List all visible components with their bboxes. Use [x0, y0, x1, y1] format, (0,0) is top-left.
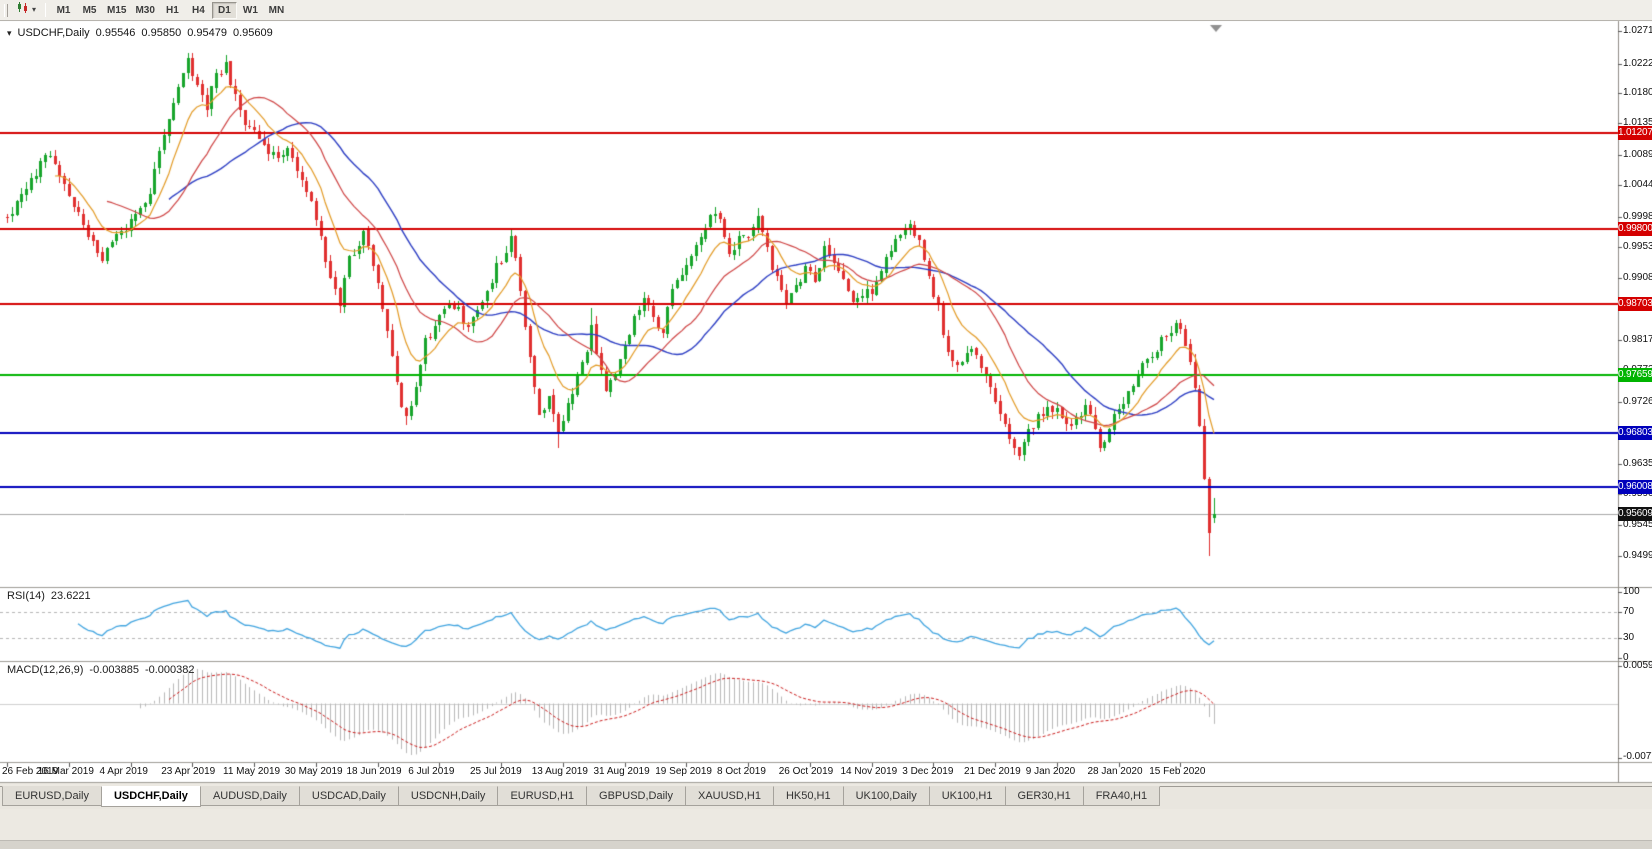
date-label: 30 May 2019 [284, 766, 343, 777]
timeframe-button-mn[interactable]: MN [268, 4, 285, 16]
price-tick-1.00890: 1.00890 [1623, 148, 1652, 160]
price-tick-1.01350: 1.01350 [1623, 117, 1652, 129]
timeframe-button-m15[interactable]: M15 [107, 4, 127, 16]
date-label: 16 Mar 2019 [37, 766, 94, 777]
rsi-name: RSI(14) [7, 590, 45, 602]
level-badge-0.96803: 0.96803 [1618, 425, 1652, 440]
rsi-axis-label-70: 70 [1623, 605, 1635, 617]
ohlc-close: 0.95609 [232, 27, 273, 39]
rsi-value: 23.6221 [50, 590, 91, 602]
chart-tab-audusd-daily[interactable]: AUDUSD,Daily [199, 786, 300, 806]
timeframe-button-h1[interactable]: H1 [166, 4, 179, 16]
date-label: 8 Oct 2019 [717, 766, 766, 777]
price-tick-1.01800: 1.01800 [1623, 86, 1652, 98]
chart-tab-hk50-h1[interactable]: HK50,H1 [772, 786, 844, 806]
date-label: 14 Nov 2019 [840, 766, 898, 777]
timeframe-button-h4[interactable]: H4 [192, 4, 205, 16]
price-axis[interactable]: 0.005986 -0.007737 1.02710 1.02220 1.01800… [1618, 0, 1652, 849]
macd-name: MACD(12,26,9) [7, 664, 84, 676]
date-label: 15 Feb 2020 [1149, 766, 1206, 777]
level-badge-0.97659: 0.97659 [1618, 367, 1652, 382]
rsi-axis-label-30: 30 [1623, 632, 1635, 644]
rsi-axis-label-0: 0 [1623, 652, 1629, 663]
chart-title: ▾ USDCHF,Daily 0.95546 0.95850 0.95479 0… [7, 27, 273, 39]
toolbar-grip[interactable] [4, 3, 8, 17]
timeframe-button-m5[interactable]: M5 [82, 4, 97, 16]
price-tick-1.02710: 1.02710 [1623, 24, 1652, 36]
chart-symbol: USDCHF,Daily [17, 27, 90, 39]
timeframe-button-w1[interactable]: W1 [242, 4, 258, 16]
date-label: 23 Apr 2019 [161, 766, 216, 777]
chart-tab-usdchf-daily[interactable]: USDCHF,Daily [100, 786, 201, 807]
chart-tab-ger30-h1[interactable]: GER30,H1 [1004, 786, 1084, 806]
candlestick-chart-icon [16, 1, 30, 19]
date-label: 28 Jan 2020 [1087, 766, 1143, 777]
chevron-down-icon: ▾ [32, 5, 37, 14]
macd-main-value: -0.003885 [89, 664, 139, 676]
chart-tabs-bar: EURUSD,Daily USDCHF,Daily AUDUSD,Daily USDC… [0, 786, 1652, 809]
rsi-axis-label-100: 100 [1623, 586, 1640, 597]
timeframe-button-m1[interactable]: M1 [56, 4, 71, 16]
date-label: 6 Jul 2019 [408, 766, 455, 777]
timeframe-buttons: M1 M5 M15 M30 H1 H4 D1 W1 MN [51, 1, 289, 19]
chart-tab-eurusd-h1[interactable]: EURUSD,H1 [497, 786, 588, 806]
ohlc-high: 0.95850 [141, 27, 182, 39]
chart-tab-xauusd-h1[interactable]: XAUUSD,H1 [684, 786, 774, 806]
chart-tab-fra40-h1[interactable]: FRA40,H1 [1082, 786, 1161, 806]
date-label: 25 Jul 2019 [470, 766, 522, 777]
date-label: 4 Apr 2019 [99, 766, 148, 777]
chart-tab-usdcnh-daily[interactable]: USDCNH,Daily [397, 786, 499, 806]
level-badge-0.99800: 0.99800 [1618, 221, 1652, 236]
ohlc-open: 0.95546 [95, 27, 136, 39]
ohlc-low: 0.95479 [187, 27, 227, 39]
date-label: 26 Feb 2019 [2, 766, 59, 777]
level-badge-1.01207: 1.01207 [1618, 126, 1652, 141]
level-badge-0.98703: 0.98703 [1618, 296, 1652, 311]
timeframe-button-m30[interactable]: M30 [135, 4, 155, 16]
date-label: 31 Aug 2019 [593, 766, 650, 777]
date-axis[interactable]: 26 Feb 2019 16 Mar 2019 4 Apr 2019 23 Apr 2… [0, 762, 1618, 782]
macd-signal-value: -0.000382 [144, 664, 195, 676]
macd-axis-min: -0.007737 [1623, 751, 1652, 762]
price-tick-1.02220: 1.02220 [1623, 58, 1652, 70]
date-label: 19 Sep 2019 [655, 766, 712, 777]
date-label: 18 Jun 2019 [346, 766, 402, 777]
chart-tab-eurusd-daily[interactable]: EURUSD,Daily [2, 786, 102, 806]
level-badge-0.96008: 0.96008 [1618, 479, 1652, 494]
date-label: 9 Jan 2020 [1025, 766, 1076, 777]
toolbar-separator [45, 3, 47, 17]
timeframes-toolbar: ▾ M1 M5 M15 M30 H1 H4 D1 W1 MN [0, 0, 1652, 21]
chart-tab-uk100-daily[interactable]: UK100,Daily [842, 786, 930, 806]
chart-tab-usdcad-daily[interactable]: USDCAD,Daily [298, 786, 399, 806]
chart-type-button[interactable]: ▾ [12, 1, 40, 19]
date-label: 21 Dec 2019 [964, 766, 1021, 777]
date-label: 13 Aug 2019 [531, 766, 588, 777]
chart-tab-uk100-h1[interactable]: UK100,H1 [928, 786, 1006, 806]
one-click-trading-arrow-icon[interactable]: ▾ [7, 28, 12, 38]
chart-tab-gbpusd-daily[interactable]: GBPUSD,Daily [586, 786, 686, 806]
date-label: 26 Oct 2019 [778, 766, 834, 777]
macd-label: MACD(12,26,9) -0.003885 -0.000382 [7, 664, 195, 676]
horizontal-scrollbar[interactable] [0, 840, 1652, 849]
timeframe-button-d1[interactable]: D1 [211, 1, 237, 19]
macd-axis-max: 0.005986 [1623, 660, 1652, 671]
price-tick-0.94990: 0.94990 [1623, 550, 1652, 562]
rsi-label: RSI(14) 23.6221 [7, 590, 91, 602]
date-label: 3 Dec 2019 [902, 766, 954, 777]
current-price-badge: 0.95609 [1618, 507, 1652, 521]
date-label: 11 May 2019 [223, 766, 281, 777]
